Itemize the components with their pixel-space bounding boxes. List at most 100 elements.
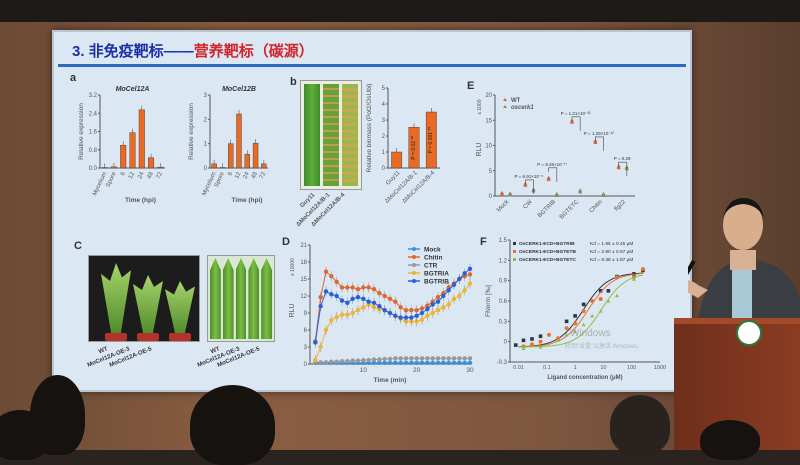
data-point (382, 361, 386, 365)
data-point (393, 299, 397, 303)
bar (261, 164, 266, 168)
x-tick-label: 12 (234, 171, 243, 180)
data-point (420, 356, 424, 360)
y-tick-label: 1.6 (89, 130, 98, 136)
data-point (377, 291, 381, 295)
legend-label: OsCERK1-ECD+BGTETC (519, 257, 576, 263)
y-unit-label: x 1000 (477, 99, 483, 114)
data-point (582, 323, 586, 327)
bar (245, 154, 250, 168)
data-point (452, 282, 456, 286)
legend-marker (503, 98, 507, 101)
y-tick-label: 21 (300, 243, 307, 249)
data-point (356, 358, 360, 362)
data-point (462, 356, 466, 360)
y-tick-label: 2 (204, 117, 208, 123)
data-point (350, 311, 354, 315)
data-point (382, 294, 386, 298)
y-axis-label: RLU (289, 303, 296, 317)
x-tick-label: BGTETC (559, 199, 581, 221)
data-point (340, 359, 344, 363)
data-point (425, 356, 429, 360)
x-tick-label: CW (522, 199, 534, 211)
y-tick-label: -0.3 (497, 360, 508, 366)
x-tick-label: 72 (259, 171, 268, 180)
data-point (393, 356, 397, 360)
data-point (318, 360, 322, 364)
y-tick-label: 20 (485, 93, 492, 99)
data-point (366, 358, 370, 362)
legend-label: OsCERK1-ECD+BGTETB (519, 249, 576, 255)
data-point (404, 361, 408, 365)
x-tick-label: 10 (600, 365, 606, 371)
y-tick-label: 0.0 (89, 166, 98, 172)
data-point (361, 305, 365, 309)
data-point (409, 308, 413, 312)
x-tick-label: 20 (413, 367, 421, 374)
data-point (345, 359, 349, 363)
x-tick-label: 30 (466, 367, 474, 374)
x-tick-label: 48 (251, 171, 260, 180)
y-tick-label: 5 (489, 169, 493, 175)
data-point (366, 285, 370, 289)
y-tick-label: 1.2 (499, 258, 508, 264)
bar (111, 167, 117, 168)
p-value-annotation: P = 0.001 ** (428, 127, 434, 154)
data-point (436, 299, 440, 303)
x-tick-label: 100 (627, 365, 636, 371)
data-point (388, 361, 392, 365)
y-tick-label: 3 (382, 118, 386, 124)
p-value-label: P = 1.25×10⁻¹² (584, 131, 614, 136)
bar (212, 164, 217, 168)
data-point (446, 356, 450, 360)
bar (120, 145, 126, 168)
legend-label: BGTRIB (424, 279, 449, 286)
y-axis-label: RLU (476, 142, 483, 156)
bar (391, 152, 401, 168)
data-point (425, 361, 429, 365)
data-point (393, 361, 397, 365)
data-point (565, 320, 569, 324)
y-tick-label: 1 (204, 142, 208, 148)
y-tick-label: 3.2 (89, 93, 98, 99)
data-point (329, 360, 333, 364)
x-axis-label: Time (hpi) (232, 197, 263, 204)
data-point (573, 314, 577, 318)
y-tick-label: 12 (300, 294, 307, 300)
data-point (420, 361, 424, 365)
data-point (324, 360, 328, 364)
x-tick-label: ΔMoCel12A/B-4 (402, 170, 437, 205)
data-point (457, 356, 461, 360)
data-point (356, 287, 360, 291)
legend-marker (412, 247, 416, 251)
audience (0, 385, 800, 450)
data-point (539, 334, 543, 338)
data-point (420, 318, 424, 322)
chart-title: MoCel12B (222, 86, 256, 93)
kd-label: Kd = 2.90 ± 0.57 μM (590, 249, 633, 255)
x-tick-label: 72 (156, 171, 165, 180)
data-point (420, 311, 424, 315)
data-point (350, 285, 354, 289)
y-axis-label: Relative expression (78, 103, 85, 160)
data-point (340, 298, 344, 302)
legend-marker (513, 258, 516, 261)
data-point (345, 301, 349, 305)
legend-label: OsCERK1-ECD+BGTRIB (519, 241, 575, 247)
data-point (340, 285, 344, 289)
x-tick-label: 24 (137, 171, 146, 180)
windows-watermark: Windows (570, 328, 611, 339)
data-point (334, 280, 338, 284)
data-point (350, 297, 354, 301)
data-point (393, 314, 397, 318)
y-tick-label: 0 (204, 166, 208, 172)
data-point (436, 356, 440, 360)
data-point (324, 269, 328, 273)
bar (237, 114, 242, 168)
university-logo (736, 320, 762, 346)
data-point (441, 294, 445, 298)
y-tick-label: 15 (485, 118, 492, 124)
windows-activation-note: 转到“设置”以激活 Windows。 (565, 341, 643, 350)
data-point (340, 313, 344, 317)
data-point (530, 342, 534, 346)
